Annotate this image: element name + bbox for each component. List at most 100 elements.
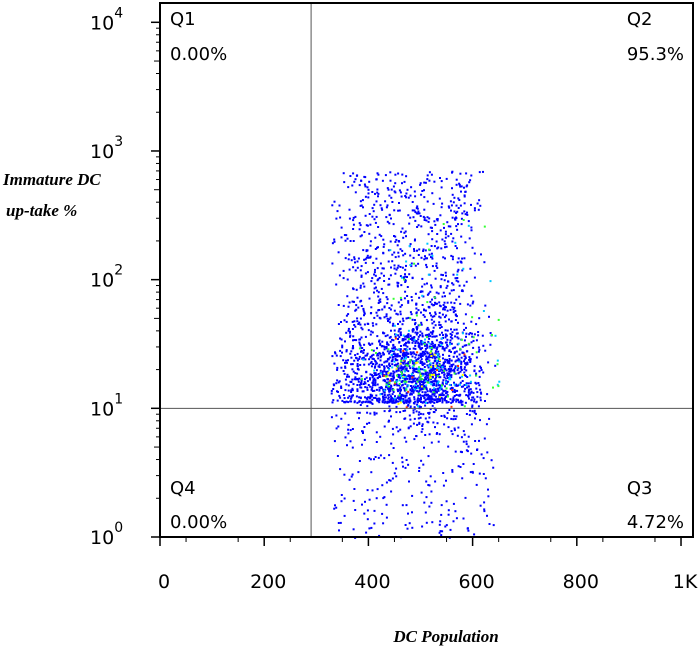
data-point: [416, 423, 419, 426]
data-point: [427, 328, 430, 331]
data-point: [381, 400, 384, 403]
data-point: [336, 399, 339, 402]
data-point: [475, 382, 478, 385]
data-point: [381, 363, 383, 366]
data-point: [451, 216, 454, 219]
data-point: [431, 332, 434, 335]
data-point: [388, 213, 391, 216]
data-point: [349, 334, 352, 337]
data-point: [415, 386, 418, 389]
data-point: [486, 451, 489, 454]
data-point: [411, 330, 414, 333]
data-point: [386, 358, 389, 361]
data-point: [345, 350, 348, 353]
data-point: [331, 242, 334, 245]
data-point: [355, 356, 357, 359]
data-point: [365, 354, 368, 357]
data-point: [369, 393, 372, 396]
data-point: [398, 397, 401, 400]
data-point: [392, 447, 395, 449]
data-point: [362, 351, 365, 354]
data-point: [455, 225, 458, 228]
data-point: [360, 274, 363, 277]
data-point: [407, 356, 410, 358]
data-point: [335, 506, 338, 509]
data-point: [425, 394, 428, 397]
data-point: [404, 290, 407, 293]
data-point: [465, 413, 468, 415]
data-point: [400, 361, 403, 364]
data-point: [363, 231, 366, 233]
data-point: [400, 304, 403, 307]
data-point: [378, 340, 380, 343]
data-point: [400, 284, 403, 287]
data-point: [427, 396, 430, 399]
data-point: [450, 301, 453, 304]
data-point: [457, 357, 460, 360]
data-point: [348, 208, 351, 211]
data-point: [450, 376, 453, 379]
data-point: [430, 252, 433, 255]
data-point: [344, 365, 347, 368]
data-point: [344, 436, 347, 439]
data-point: [432, 202, 435, 205]
data-point: [481, 334, 484, 337]
data-point: [362, 307, 365, 310]
data-point: [333, 507, 336, 510]
data-point: [386, 375, 389, 378]
data-point: [440, 247, 443, 250]
data-point: [353, 339, 356, 341]
data-point: [410, 313, 413, 316]
data-point: [391, 324, 394, 327]
data-point: [455, 384, 458, 387]
data-point: [426, 390, 429, 393]
data-point: [397, 255, 400, 258]
data-point: [335, 283, 338, 286]
data-point: [471, 332, 473, 335]
data-point: [415, 382, 417, 385]
data-point: [376, 314, 379, 317]
data-point: [405, 260, 408, 263]
data-point: [433, 353, 436, 356]
data-point: [449, 339, 452, 342]
data-point: [376, 352, 379, 355]
data-point: [465, 382, 468, 385]
data-point: [378, 351, 381, 354]
data-point: [392, 223, 395, 226]
data-point: [390, 415, 392, 418]
data-point: [440, 513, 443, 516]
data-point: [449, 308, 452, 311]
data-point: [339, 349, 342, 352]
data-point: [461, 380, 464, 382]
data-point: [389, 308, 392, 311]
data-point: [333, 440, 336, 443]
data-point: [357, 306, 360, 309]
data-point: [382, 396, 385, 399]
data-point: [425, 263, 428, 266]
data-point: [346, 295, 349, 298]
data-point: [373, 377, 376, 380]
data-point: [375, 397, 378, 400]
data-point: [375, 374, 378, 376]
data-point: [419, 291, 422, 293]
data-point: [381, 372, 384, 374]
data-point: [386, 204, 389, 207]
data-point: [459, 376, 462, 379]
data-point: [463, 202, 466, 205]
data-point: [352, 223, 355, 226]
data-point: [411, 341, 414, 344]
data-point: [440, 394, 443, 397]
data-point: [465, 384, 468, 386]
data-point: [393, 346, 396, 349]
data-point: [448, 358, 451, 360]
data-point: [401, 366, 404, 369]
data-point: [394, 173, 397, 176]
data-point: [445, 245, 448, 248]
data-point: [470, 452, 473, 455]
data-point: [397, 348, 400, 351]
data-point: [463, 368, 466, 371]
data-point: [392, 349, 395, 352]
data-point: [429, 376, 432, 379]
data-point: [394, 240, 397, 243]
